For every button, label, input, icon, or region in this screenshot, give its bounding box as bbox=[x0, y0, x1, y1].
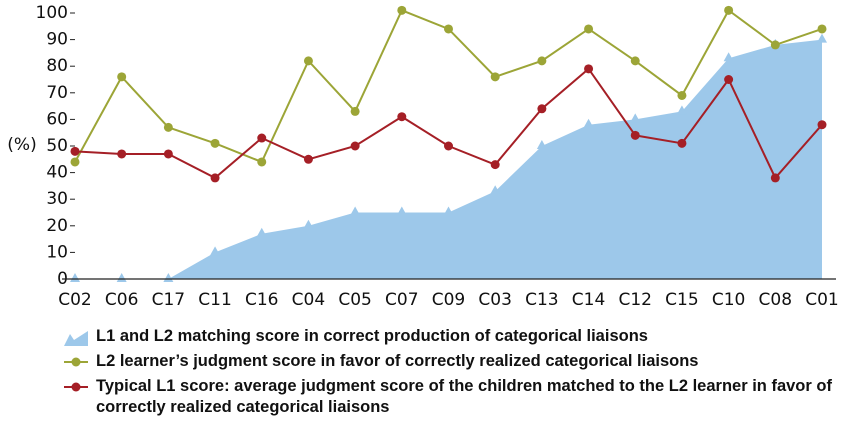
point bbox=[257, 133, 267, 143]
x-tick-label: C10 bbox=[712, 290, 746, 310]
legend-icon bbox=[64, 357, 88, 367]
point bbox=[677, 90, 687, 100]
x-tick-label: C04 bbox=[292, 290, 326, 310]
point bbox=[817, 120, 827, 130]
y-tick-label: 50 bbox=[46, 136, 68, 156]
point bbox=[677, 138, 687, 148]
x-tick-label: C12 bbox=[618, 290, 652, 310]
point bbox=[397, 5, 407, 15]
point bbox=[724, 5, 734, 15]
point bbox=[444, 141, 453, 151]
area-marker bbox=[443, 206, 454, 216]
point bbox=[163, 149, 173, 159]
point bbox=[630, 130, 640, 140]
point bbox=[490, 160, 500, 170]
point bbox=[537, 56, 547, 66]
legend-dot bbox=[71, 382, 81, 392]
point bbox=[490, 72, 500, 82]
point bbox=[303, 154, 313, 164]
x-tick-label: C05 bbox=[338, 290, 372, 310]
point bbox=[117, 72, 127, 82]
point bbox=[210, 173, 220, 183]
point bbox=[257, 157, 267, 167]
x-tick-label: C06 bbox=[105, 290, 139, 310]
area-marker bbox=[350, 206, 361, 216]
area-marker bbox=[70, 273, 80, 282]
legend: L1 and L2 matching score in correct prod… bbox=[62, 326, 849, 422]
x-tick-label: C14 bbox=[572, 290, 606, 310]
legend-item: Typical L1 score: average judgment score… bbox=[62, 376, 849, 418]
point bbox=[817, 24, 827, 34]
legend-icon bbox=[64, 331, 88, 346]
y-tick-label: 80 bbox=[46, 56, 68, 76]
x-tick-label: C13 bbox=[525, 290, 559, 310]
y-tick-label: 70 bbox=[46, 83, 68, 103]
point bbox=[724, 75, 734, 84]
area-marker bbox=[676, 105, 687, 115]
area-marker bbox=[116, 273, 127, 282]
area-marker bbox=[723, 52, 734, 62]
point bbox=[584, 24, 594, 34]
point bbox=[303, 56, 313, 66]
y-tick-label: 60 bbox=[46, 109, 68, 129]
area-marker bbox=[490, 185, 501, 195]
legend-item: L1 and L2 matching score in correct prod… bbox=[62, 326, 849, 347]
y-tick-label: 100 bbox=[36, 3, 68, 23]
area bbox=[75, 39, 822, 279]
point bbox=[350, 141, 360, 151]
legend-label: L2 learner’s judgment score in favor of … bbox=[96, 352, 699, 370]
area-marker bbox=[817, 33, 827, 43]
legend-item: L2 learner’s judgment score in favor of … bbox=[62, 351, 849, 372]
y-tick-label: 10 bbox=[46, 242, 68, 262]
area-marker bbox=[256, 227, 267, 237]
legend-icon bbox=[64, 382, 88, 392]
x-tick-label: C11 bbox=[198, 290, 232, 310]
area-marker bbox=[210, 246, 221, 256]
point bbox=[397, 112, 407, 122]
area-marker bbox=[163, 273, 174, 282]
x-tick-label: C02 bbox=[58, 290, 92, 310]
legend-label: Typical L1 score: average judgment score… bbox=[96, 377, 832, 416]
y-tick-label: 30 bbox=[46, 189, 68, 209]
area-marker bbox=[630, 113, 641, 123]
area-marker bbox=[303, 219, 314, 229]
point bbox=[210, 138, 220, 148]
x-tick-label: C08 bbox=[759, 290, 793, 310]
x-tick-label: C03 bbox=[478, 290, 512, 310]
point bbox=[70, 146, 80, 156]
area-marker bbox=[583, 118, 594, 128]
area-marker bbox=[536, 140, 547, 149]
point bbox=[630, 56, 640, 66]
legend-area bbox=[64, 331, 88, 346]
point bbox=[537, 104, 547, 114]
x-tick-label: C16 bbox=[245, 290, 279, 310]
x-tick-label: C15 bbox=[665, 290, 699, 310]
point bbox=[350, 106, 360, 116]
y-axis-label: (%) bbox=[7, 135, 36, 155]
point bbox=[117, 149, 127, 159]
x-tick-label: C09 bbox=[432, 290, 466, 310]
point bbox=[584, 64, 594, 74]
x-tick-label: C07 bbox=[385, 290, 419, 310]
point bbox=[770, 40, 780, 50]
x-tick-label: C01 bbox=[805, 290, 839, 310]
area-marker bbox=[396, 206, 407, 216]
point bbox=[770, 173, 780, 183]
y-tick-label: 40 bbox=[46, 163, 68, 183]
y-tick-label: 20 bbox=[46, 216, 68, 236]
x-tick-label: C17 bbox=[152, 290, 186, 310]
point bbox=[70, 157, 80, 167]
point bbox=[444, 24, 453, 34]
point bbox=[163, 122, 173, 132]
legend-label: L1 and L2 matching score in correct prod… bbox=[96, 327, 648, 345]
legend-dot bbox=[71, 357, 81, 367]
y-tick-label: 90 bbox=[46, 30, 68, 50]
